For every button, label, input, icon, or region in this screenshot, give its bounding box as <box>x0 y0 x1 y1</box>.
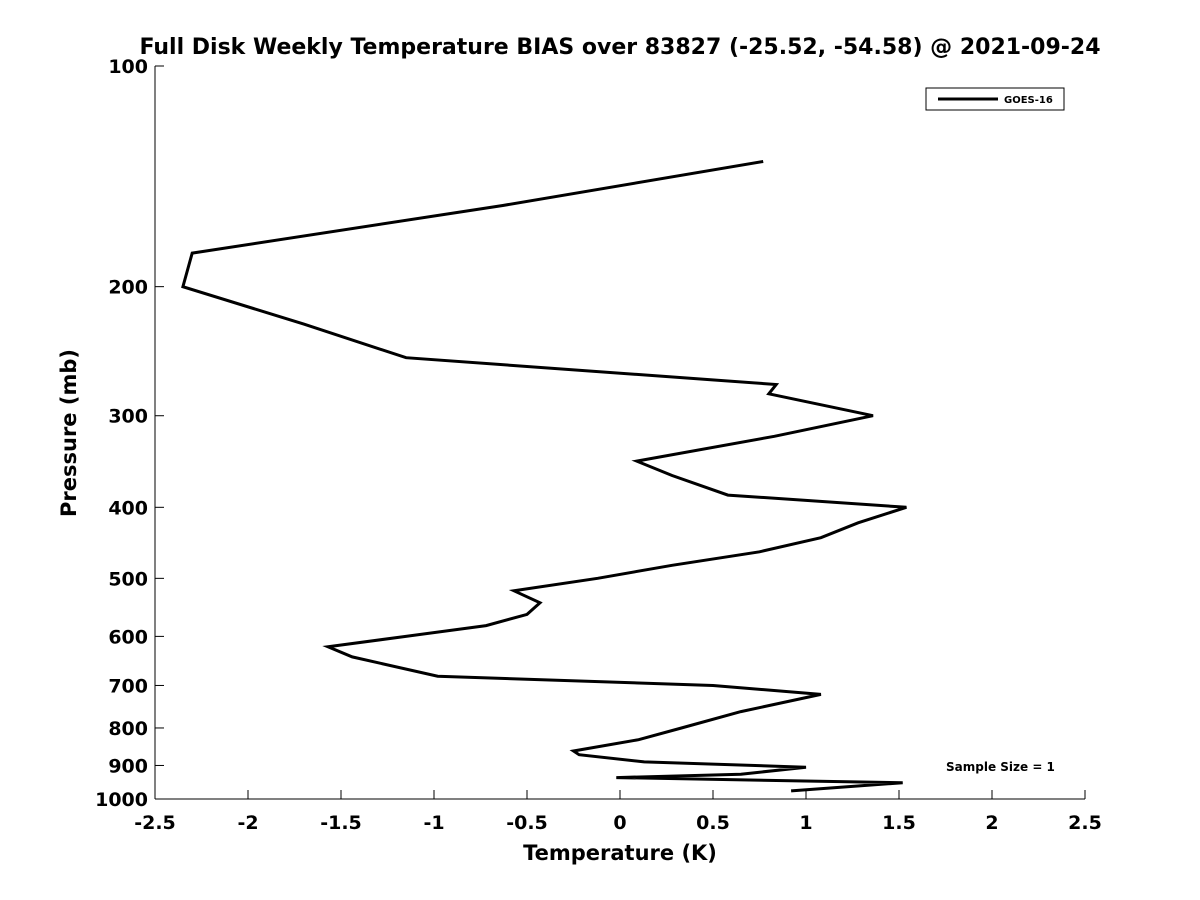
sample-size-annotation: Sample Size = 1 <box>946 760 1055 774</box>
y-tick-label: 1000 <box>95 789 148 811</box>
x-tick-label: 0.5 <box>696 812 730 834</box>
legend: GOES-16 <box>925 87 1065 111</box>
y-tick-label: 400 <box>108 497 148 519</box>
y-ticks: 100 200 300 400 500 600 700 800 900 1000 <box>95 56 164 811</box>
x-ticks: -2.5 -2 -1.5 -1 -0.5 0 0.5 1 1.5 2 2.5 <box>134 790 1102 834</box>
y-tick-label: 500 <box>108 568 148 590</box>
y-tick-label: 800 <box>108 718 148 740</box>
x-axis: -2.5 -2 -1.5 -1 -0.5 0 0.5 1 1.5 2 2.5 Temperature… <box>134 790 1102 865</box>
series-group <box>181 160 907 793</box>
x-tick-label: 1.5 <box>882 812 916 834</box>
x-tick-label: 2.5 <box>1068 812 1102 834</box>
plot-area <box>155 66 1085 799</box>
y-axis-label: Pressure (mb) <box>57 349 81 517</box>
y-tick-label: 900 <box>108 755 148 777</box>
x-tick-label: 1 <box>799 812 812 834</box>
series-line-goes-16 <box>181 160 907 793</box>
x-tick-label: -2.5 <box>134 812 176 834</box>
y-tick-label: 600 <box>108 626 148 648</box>
chart-title: Full Disk Weekly Temperature BIAS over 8… <box>139 35 1100 60</box>
x-tick-label: 2 <box>985 812 998 834</box>
x-tick-label: -1 <box>423 812 444 834</box>
x-tick-label: -0.5 <box>506 812 548 834</box>
y-tick-label: 300 <box>108 406 148 428</box>
x-tick-label: -2 <box>237 812 258 834</box>
y-tick-label: 100 <box>108 56 148 78</box>
y-tick-label: 200 <box>108 277 148 299</box>
y-axis: 100 200 300 400 500 600 700 800 900 1000 Pressure… <box>57 56 164 811</box>
x-tick-label: 0 <box>613 812 626 834</box>
legend-label: GOES-16 <box>1004 95 1053 106</box>
x-axis-label: Temperature (K) <box>523 841 717 865</box>
y-tick-label: 700 <box>108 675 148 697</box>
x-tick-label: -1.5 <box>320 812 362 834</box>
